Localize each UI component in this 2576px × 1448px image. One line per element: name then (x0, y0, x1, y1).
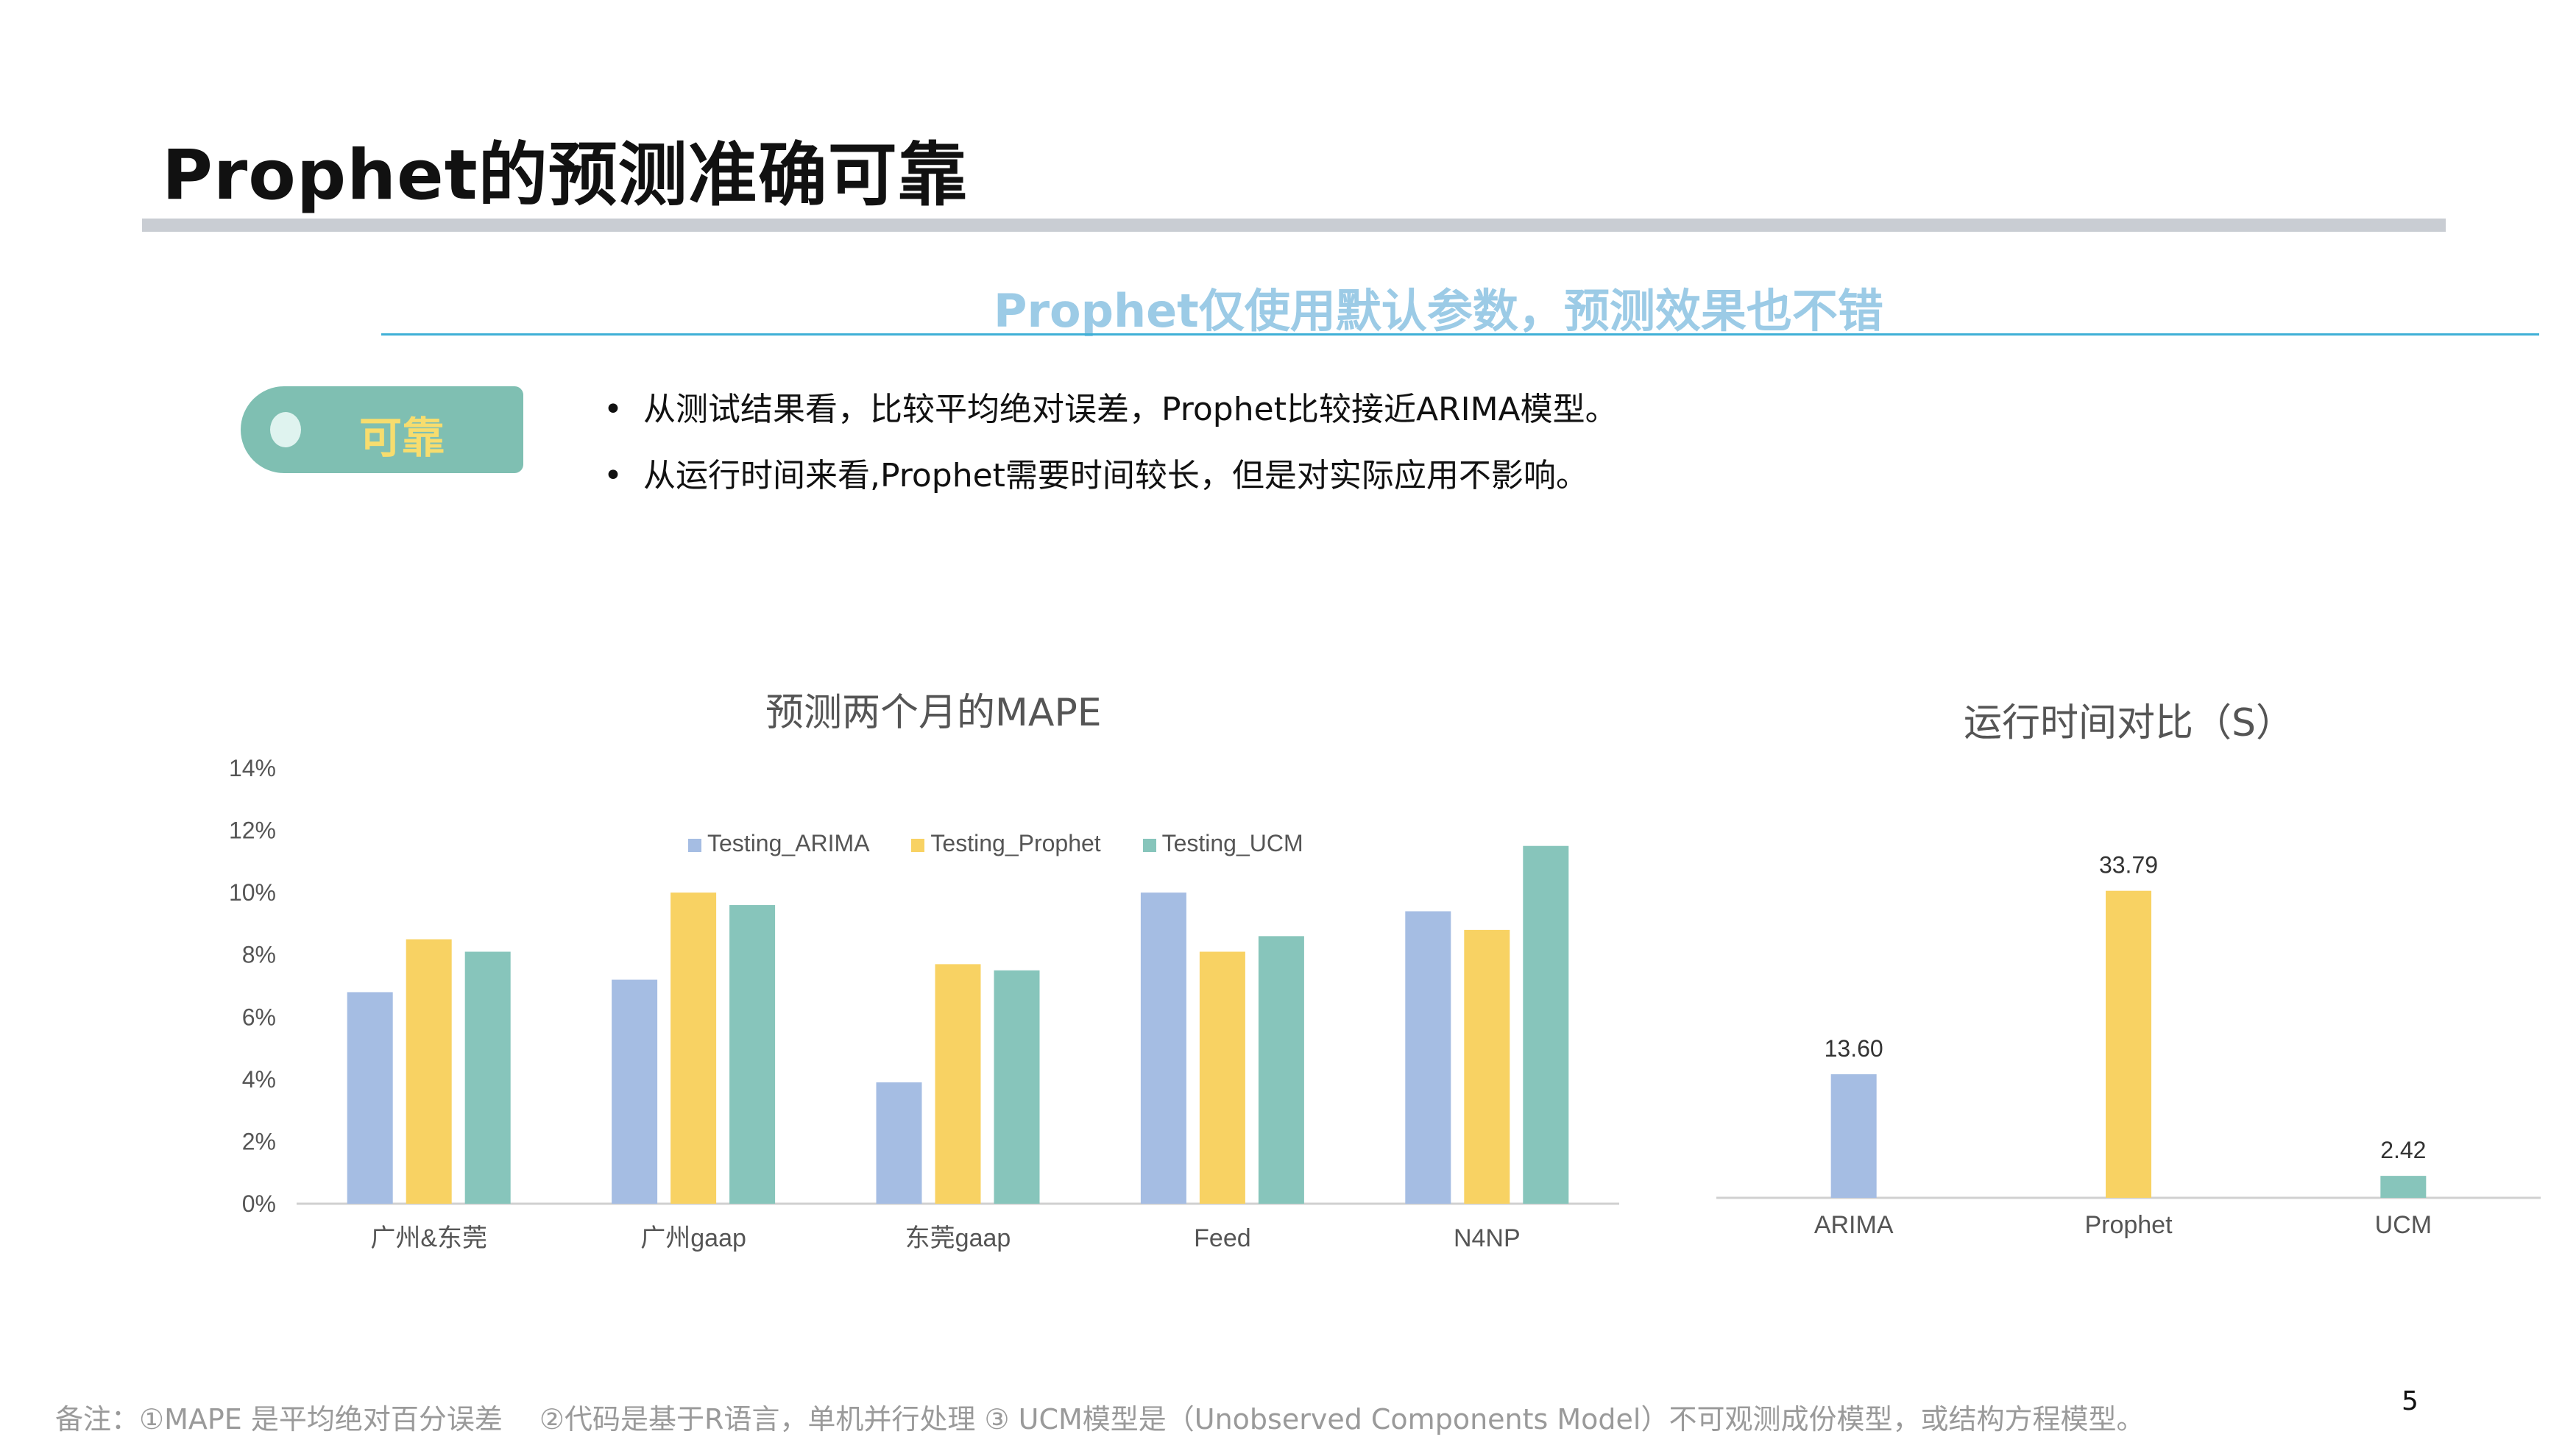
bullet-icon: • (604, 457, 623, 494)
mape-chart-title: 预测两个月的MAPE (765, 691, 1102, 735)
y-tick-label: 0% (242, 1190, 276, 1217)
page-title: Prophet的预测准确可靠 (162, 135, 968, 216)
bar-testing-ucm (994, 970, 1040, 1204)
legend-swatch (911, 838, 925, 852)
x-category-label: ARIMA (1814, 1211, 1894, 1239)
mape-chart-legend: Testing_ARIMA Testing_Prophet Testing_UC… (688, 830, 1339, 857)
bar-testing-prophet (670, 892, 717, 1204)
bar-testing-prophet (406, 939, 452, 1204)
subtitle-divider (381, 333, 2539, 336)
bullet-item: • 从测试结果看，比较平均绝对误差，Prophet比较接近ARIMA模型。 (604, 383, 1618, 430)
x-category-label: 广州&东莞 (370, 1224, 487, 1252)
legend-item-prophet: Testing_Prophet (911, 830, 1101, 857)
bar-testing-ucm (1523, 845, 1569, 1204)
x-category-label: UCM (2375, 1211, 2432, 1239)
legend-item-ucm: Testing_UCM (1142, 830, 1303, 857)
title-divider (142, 219, 2446, 232)
bar-arima (1830, 1074, 1877, 1198)
tag-dot-icon (270, 412, 301, 447)
bar-testing-arima (612, 979, 658, 1204)
bar-prophet (2106, 890, 2151, 1198)
section-subtitle: Prophet仅使用默认参数，预测效果也不错 (994, 284, 1883, 338)
y-tick-label: 2% (242, 1128, 276, 1154)
legend-swatch (688, 838, 701, 852)
legend-label: Testing_Prophet (930, 830, 1101, 856)
x-category-label: 广州gaap (640, 1224, 746, 1252)
y-tick-label: 6% (242, 1004, 276, 1030)
legend-label: Testing_ARIMA (707, 830, 870, 856)
bullet-text: 从运行时间来看,Prophet需要时间较长，但是对实际应用不影响。 (643, 457, 1588, 494)
y-tick-label: 10% (229, 879, 276, 906)
reliable-tag-label: 可靠 (359, 413, 445, 463)
x-category-label: 东莞gaap (905, 1224, 1011, 1252)
bar-testing-arima (876, 1082, 922, 1204)
bar-testing-prophet (1199, 951, 1245, 1204)
bar-testing-arima (1405, 911, 1451, 1204)
bar-testing-arima (1140, 892, 1186, 1204)
bar-testing-ucm (1258, 936, 1304, 1204)
y-tick-label: 14% (229, 755, 276, 781)
footnote: 备注：①MAPE 是平均绝对百分误差 ②代码是基于R语言，单机并行处理 ③ UC… (55, 1403, 2145, 1435)
legend-swatch (1142, 838, 1156, 852)
bar-ucm (2380, 1176, 2427, 1198)
x-category-label: Feed (1194, 1224, 1251, 1252)
x-category-label: Prophet (2084, 1211, 2173, 1239)
data-value-label: 13.60 (1825, 1035, 1883, 1062)
legend-item-arima: Testing_ARIMA (688, 830, 870, 857)
bar-testing-ucm (729, 905, 776, 1204)
y-tick-label: 4% (242, 1066, 276, 1093)
y-tick-label: 12% (229, 817, 276, 844)
bar-testing-ucm (464, 951, 511, 1204)
runtime-chart-title: 运行时间对比（S） (1964, 701, 2295, 745)
bullet-icon: • (604, 391, 623, 428)
legend-label: Testing_UCM (1161, 830, 1303, 856)
data-value-label: 2.42 (2380, 1137, 2426, 1163)
page-number: 5 (2402, 1386, 2418, 1416)
bar-testing-arima (347, 992, 393, 1204)
x-category-label: N4NP (1454, 1224, 1521, 1252)
bar-testing-prophet (1464, 929, 1510, 1204)
y-tick-label: 8% (242, 942, 276, 968)
bar-testing-prophet (935, 964, 981, 1204)
data-value-label: 33.79 (2099, 852, 2158, 879)
bullet-text: 从测试结果看，比较平均绝对误差，Prophet比较接近ARIMA模型。 (643, 391, 1618, 428)
bullet-item: • 从运行时间来看,Prophet需要时间较长，但是对实际应用不影响。 (604, 449, 1588, 496)
